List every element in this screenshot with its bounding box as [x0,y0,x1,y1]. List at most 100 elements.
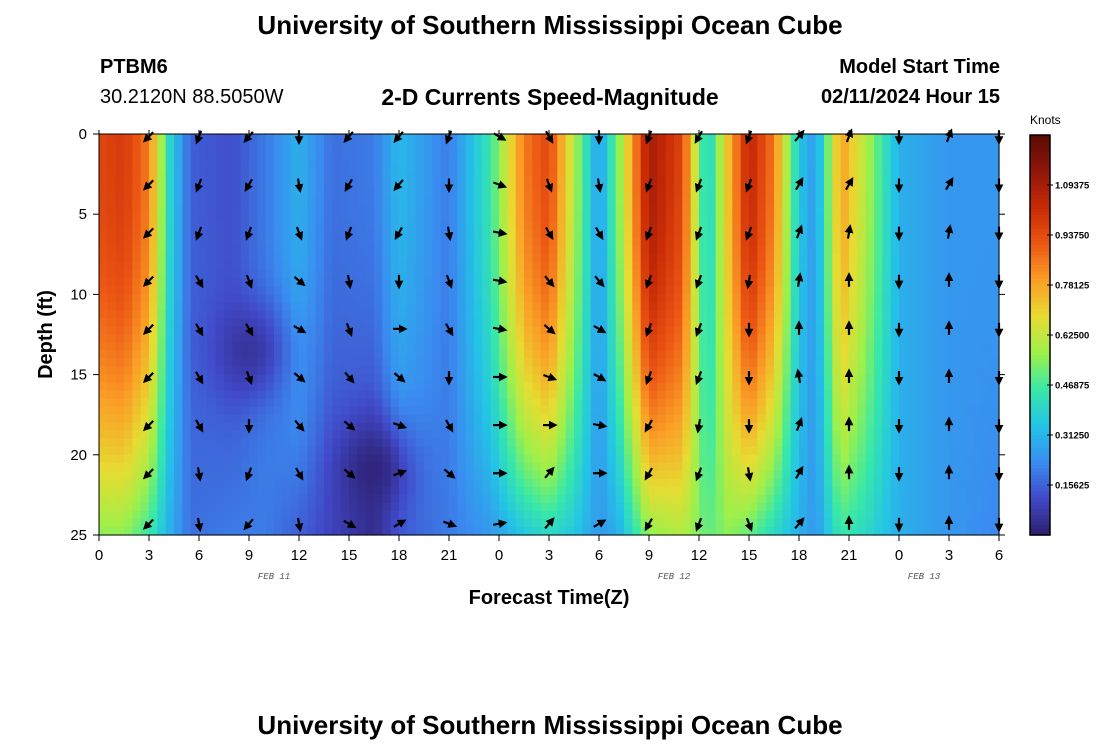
heat-cell [649,310,658,320]
heat-cell [399,206,408,215]
heat-cell [499,206,508,215]
heat-cell [599,206,608,215]
heat-cell [457,510,467,520]
heat-cell [590,158,600,167]
heat-cell [515,414,525,424]
heat-cell [540,278,550,287]
heat-cell [332,294,342,304]
heat-cell [457,310,467,320]
heat-cell [657,246,667,255]
heat-cell [140,382,150,392]
heat-cell [165,166,175,175]
heat-cell [424,462,433,472]
heat-cell [899,406,908,416]
heat-cell [332,518,342,528]
heat-cell [307,446,317,456]
heat-cell [340,518,350,528]
heat-cell [924,222,933,231]
heat-cell [482,190,492,199]
heat-cell [699,358,708,368]
heat-cell [349,326,358,336]
heat-cell [915,302,925,312]
heat-cell [240,190,250,199]
heat-cell [132,374,142,384]
heat-cell [224,382,233,392]
heat-cell [774,430,783,440]
heat-cell [540,454,550,464]
heat-cell [799,166,808,175]
heat-cell [790,438,800,448]
heat-cell [782,334,792,344]
heat-cell [499,326,508,336]
heat-cell [682,142,692,151]
heat-cell [207,198,217,207]
heat-cell [157,158,167,167]
heat-cell [807,294,817,304]
heat-cell [915,286,925,295]
heat-cell [332,382,342,392]
heat-cell [815,438,825,448]
heat-cell [190,366,200,376]
heat-cell [632,342,642,352]
heat-cell [432,526,442,536]
heat-cell [807,158,817,167]
heat-cell [757,454,767,464]
heat-cell [349,134,358,143]
heat-cell [332,246,342,255]
heat-cell [124,462,133,472]
heat-cell [632,350,642,360]
heat-cell [724,294,733,304]
heat-cell [632,382,642,392]
heat-cell [807,510,817,520]
heat-cell [782,326,792,336]
heat-cell [265,262,275,271]
heat-cell [624,398,633,408]
heat-cell [140,254,150,263]
heat-cell [690,486,700,496]
heat-cell [124,366,133,376]
heat-cell [832,286,842,295]
heat-cell [899,502,908,512]
heat-cell [199,134,208,143]
heat-cell [382,358,392,368]
heat-cell [724,254,733,263]
heat-cell [432,286,442,295]
heat-cell [474,222,483,231]
heat-cell [249,310,258,320]
heat-cell [715,438,725,448]
heat-cell [774,246,783,255]
heat-cell [790,486,800,496]
heat-cell [640,198,650,207]
heat-cell [324,438,333,448]
heat-cell [174,142,183,151]
heat-cell [557,142,567,151]
heat-cell [874,374,883,384]
heat-cell [682,158,692,167]
heat-cell [582,350,592,360]
heat-cell [565,406,575,416]
heat-cell [832,430,842,440]
heat-cell [282,366,292,376]
heat-cell [249,238,258,247]
heat-cell [924,358,933,368]
heat-cell [715,326,725,336]
heat-cell [249,526,258,536]
heat-cell [274,230,283,239]
heat-cell [565,206,575,215]
heat-cell [490,502,500,512]
heat-cell [599,182,608,191]
heat-cell [832,262,842,271]
heat-cell [615,446,625,456]
heat-cell [282,310,292,320]
heat-cell [565,446,575,456]
heat-cell [407,326,417,336]
heat-cell [665,342,675,352]
heat-cell [307,206,317,215]
heat-cell [724,358,733,368]
heat-cell [415,270,425,279]
heat-cell [690,302,700,312]
heat-cell [907,510,917,520]
heat-cell [132,382,142,392]
heat-cell [724,422,733,432]
heat-cell [365,310,375,320]
